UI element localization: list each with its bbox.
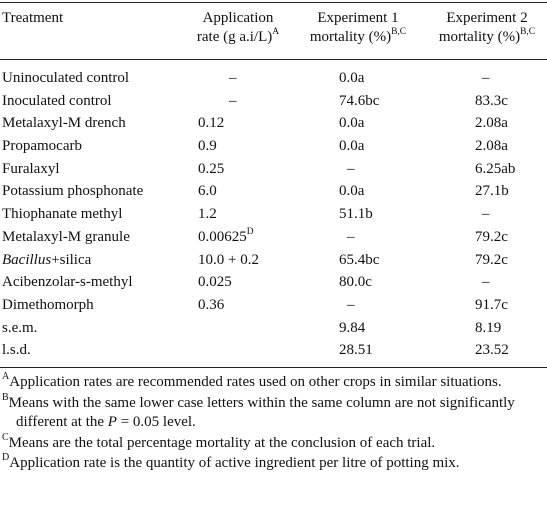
table-row: Metalaxyl-M drench 0.12 0.0a 2.08a (0, 112, 547, 135)
table-bottom-rule (0, 367, 547, 368)
cell-treatment: Dimethomorph (2, 296, 94, 313)
header-treatment: Treatment (2, 10, 64, 26)
footnote-marker: D (2, 452, 10, 463)
cell-exp2: – (482, 70, 490, 86)
cell-exp1: 51.1b (339, 206, 373, 223)
header-rule (0, 59, 547, 60)
table-row: Inoculated control – 74.6bc 83.3c (0, 90, 547, 113)
table-row: Propamocarb 0.9 0.0a 2.08a (0, 135, 547, 158)
cell-exp2: 83.3c (475, 92, 508, 109)
cell-rate: 0.025 (198, 274, 232, 291)
cell-rate: – (229, 70, 237, 86)
cell-rate: 10.0 + 0.2 (198, 251, 259, 268)
footnote-d: DApplication rate is the quantity of act… (2, 452, 460, 472)
header-experiment-2: Experiment 2 mortality (%)B,C (438, 10, 536, 45)
cell-exp1: – (347, 160, 355, 177)
cell-exp2: 79.2c (475, 228, 508, 245)
table-row: Metalaxyl-M granule 0.00625D – 79.2c (0, 226, 547, 249)
cell-exp1: 0.0a (339, 138, 365, 155)
footnote-marker: A (2, 371, 10, 382)
cell-treatment: Inoculated control (2, 92, 112, 109)
cell-exp2: 2.08a (475, 138, 508, 155)
cell-treatment: Acibenzolar-s-methyl (2, 274, 133, 291)
table-row: Dimethomorph 0.36 – 91.7c (0, 294, 547, 317)
cell-treatment: Furalaxyl (2, 160, 60, 177)
header-application-rate: Application rate (g a.i/L)A (196, 10, 280, 45)
cell-exp1: 0.0a (339, 70, 365, 86)
cell-treatment: Potassium phosphonate (2, 183, 144, 200)
table-body: Uninoculated control – 0.0a – Inoculated… (0, 67, 547, 362)
cell-exp1: – (347, 296, 355, 313)
footnote-b: BMeans with the same lower case letters … (2, 391, 515, 430)
footnote-c: CMeans are the total percentage mortalit… (2, 431, 436, 451)
cell-rate: – (229, 92, 237, 109)
cell-rate: 0.36 (198, 296, 225, 313)
table-row: l.s.d. 28.51 23.52 (0, 339, 547, 362)
footnote-marker: B,C (391, 27, 407, 37)
cell-exp1: 9.84 (339, 319, 366, 336)
cell-rate: 0.9 (198, 138, 217, 155)
cell-treatment: l.s.d. (2, 342, 31, 359)
table-row: Furalaxyl 0.25 – 6.25ab (0, 158, 547, 181)
footnote-marker: A (272, 27, 280, 37)
cell-treatment: Propamocarb (2, 138, 82, 155)
cell-exp1: 80.0c (339, 274, 372, 291)
table-row: s.e.m. 9.84 8.19 (0, 317, 547, 340)
cell-exp2: 79.2c (475, 251, 508, 268)
cell-exp2: 91.7c (475, 296, 508, 313)
table-row: Potassium phosphonate 6.0 0.0a 27.1b (0, 180, 547, 203)
table-row: Thiophanate methyl 1.2 51.1b – (0, 203, 547, 226)
cell-exp1: 0.0a (339, 183, 365, 200)
footnote-marker: D (246, 226, 254, 237)
cell-treatment: Metalaxyl-M granule (2, 228, 130, 245)
cell-exp1: 0.0a (339, 115, 365, 132)
header-experiment-1: Experiment 1 mortality (%)B,C (309, 10, 407, 45)
cell-exp1: 65.4bc (339, 251, 380, 268)
table-footnotes: AApplication rates are recommended rates… (2, 371, 547, 475)
cell-treatment: Bacillus+silica (2, 251, 92, 268)
footnote-marker: B (2, 391, 9, 403)
table-top-rule (0, 2, 547, 3)
cell-rate: 0.00625D (198, 226, 254, 245)
footnote-a: AApplication rates are recommended rates… (2, 371, 502, 391)
cell-treatment: Uninoculated control (2, 70, 130, 86)
cell-rate: 1.2 (198, 206, 217, 223)
table-row: Bacillus+silica 10.0 + 0.2 65.4bc 79.2c (0, 249, 547, 272)
footnote-marker: C (2, 431, 9, 443)
cell-exp2: 6.25ab (475, 160, 516, 177)
cell-treatment: Thiophanate methyl (2, 206, 123, 223)
cell-exp2: 27.1b (475, 183, 509, 200)
cell-exp2: – (482, 206, 490, 223)
cell-rate: 6.0 (198, 183, 217, 200)
cell-exp1: 74.6bc (339, 92, 380, 109)
cell-treatment: s.e.m. (2, 319, 38, 336)
footnote-marker: B,C (520, 27, 536, 37)
cell-exp2: 8.19 (475, 319, 502, 336)
cell-rate: 0.12 (198, 115, 225, 132)
cell-rate: 0.25 (198, 160, 225, 177)
cell-exp2: 23.52 (475, 342, 509, 359)
cell-exp1: – (347, 228, 355, 245)
table-row: Acibenzolar-s-methyl 0.025 80.0c – (0, 271, 547, 294)
table-row: Uninoculated control – 0.0a – (0, 67, 547, 90)
cell-exp2: 2.08a (475, 115, 508, 132)
cell-treatment: Metalaxyl-M drench (2, 115, 126, 132)
cell-exp1: 28.51 (339, 342, 373, 359)
cell-exp2: – (482, 274, 490, 291)
